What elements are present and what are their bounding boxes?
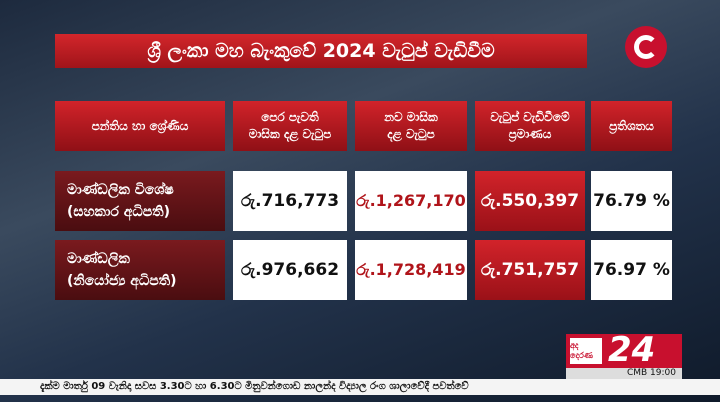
table-cell: රු.751,757 — [475, 240, 585, 300]
clock: CMB 19:00 — [566, 368, 682, 379]
text-line: පන්තිය හා ශ්‍රේණිය — [91, 118, 189, 133]
channel-logo: 24 — [608, 330, 656, 370]
column-header: වැටුප් වැඩිවීමේ ප්‍රමාණය — [475, 101, 585, 151]
row-label: මාණ්ඩලික (නියෝජ්‍ය අධිපති) — [55, 240, 225, 300]
text-line: (නියෝජ්‍ය අධිපති) — [67, 273, 177, 289]
text-line: වැටුප් වැඩිවීමේ — [490, 110, 570, 124]
column-header: පෙර පැවති මාසික දළ වැටුප — [233, 101, 347, 151]
table-cell: රු.716,773 — [233, 171, 347, 231]
table-cell: 76.97 % — [591, 240, 672, 300]
column-header: නව මාසික දළ වැටුප — [355, 101, 467, 151]
row-label: මාණ්ඩලික විශේෂ (සහකාර අධිපති) — [55, 171, 225, 231]
text-line: (සහකාර අධිපති) — [67, 204, 171, 220]
text-line: දළ වැටුප — [387, 127, 435, 141]
title: ශ්‍රී ලංකා මහ බැංකුවේ 2024 වැටුප් වැඩිවී… — [55, 34, 587, 68]
table-cell: රු.550,397 — [475, 171, 585, 231]
channel-name: අද දෙරණ — [570, 338, 602, 364]
text-line: මාණ්ඩලික — [67, 251, 130, 267]
table-cell: රු.976,662 — [233, 240, 347, 300]
text-line: ප්‍රමාණය — [508, 127, 552, 141]
text-line: පෙර පැවති — [261, 110, 319, 124]
table-cell: රු.1,267,170 — [355, 171, 467, 231]
table-cell: රු.1,728,419 — [355, 240, 467, 300]
text-line: මාසික දළ වැටුප — [248, 127, 332, 141]
logo-mark — [634, 35, 658, 59]
column-header: ප්‍රතිශතය — [591, 101, 672, 151]
column-header: පන්තිය හා ශ්‍රේණිය — [55, 101, 225, 151]
table-cell: 76.79 % — [591, 171, 672, 231]
text-line: ප්‍රතිශතය — [609, 118, 654, 133]
ticker: දැක්ම මාර්තු 09 වැනිදා සවස 3.30ට හා 6.30… — [0, 379, 720, 395]
text-line: මාණ්ඩලික විශේෂ — [67, 182, 174, 198]
text-line: නව මාසික — [384, 110, 438, 124]
